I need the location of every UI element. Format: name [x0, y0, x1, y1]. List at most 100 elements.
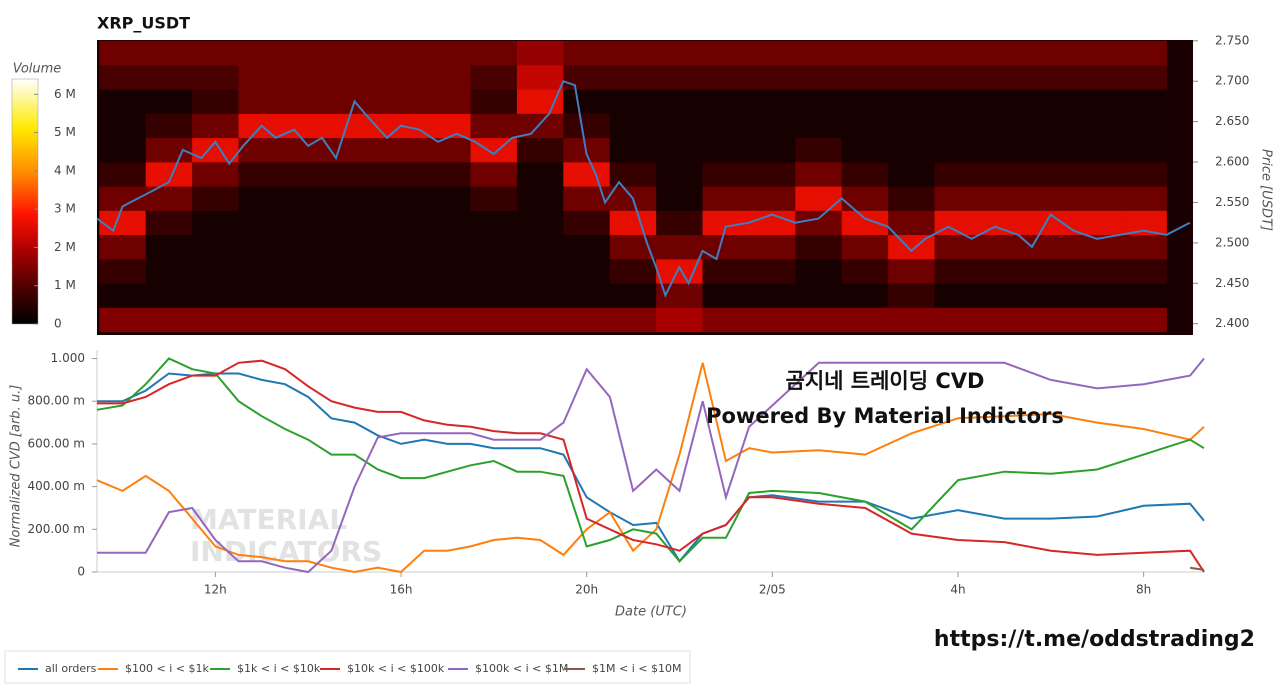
- heatmap-cell: [795, 259, 843, 284]
- heatmap-cell: [238, 283, 286, 308]
- heatmap-cell: [145, 113, 193, 139]
- heatmap-cell: [888, 89, 935, 114]
- heatmap-cell: [656, 283, 703, 308]
- heatmap-cell: [702, 307, 750, 333]
- heatmap-cell: [99, 89, 147, 114]
- heatmap-cell: [470, 89, 518, 114]
- heatmap-cell: [656, 162, 703, 187]
- heatmap-cell: [377, 162, 425, 187]
- heatmap-cell: [145, 259, 193, 284]
- heatmap-cell: [888, 307, 935, 333]
- heatmap-cell: [888, 137, 935, 163]
- heatmap-cell: [424, 137, 471, 163]
- heatmap-cell: [795, 307, 843, 333]
- heatmap-cell: [145, 283, 193, 308]
- y-tick-label: 2.450: [1215, 276, 1249, 290]
- heatmap-cell: [980, 89, 1028, 114]
- heatmap-cell: [980, 137, 1028, 163]
- heatmap-cell: [702, 137, 750, 163]
- heatmap-cell: [702, 210, 750, 236]
- heatmap-cell: [331, 162, 379, 187]
- heatmap-cell: [424, 259, 471, 284]
- heatmap-cell: [702, 65, 750, 90]
- heatmap-cell: [656, 65, 703, 90]
- cvd-line: [96, 362, 1205, 574]
- heatmap-cell: [192, 234, 239, 260]
- heatmap-cell: [841, 186, 889, 211]
- heatmap-cell: [609, 283, 657, 308]
- heatmap-cell: [841, 113, 889, 139]
- chart-title: XRP_USDT: [97, 14, 190, 33]
- heatmap-cell: [980, 65, 1028, 90]
- heatmap-cell: [795, 113, 843, 139]
- footer-link[interactable]: https://t.me/oddstrading2: [934, 627, 1255, 652]
- annotation: Powered By Material Indictors: [706, 404, 1064, 428]
- heatmap-cell: [424, 186, 471, 211]
- price-line: [96, 79, 1191, 299]
- heatmap-cell: [1073, 89, 1121, 114]
- cvd-line: [97, 372, 1205, 564]
- heatmap-cell: [516, 259, 564, 284]
- heatmap-cell: [99, 162, 147, 187]
- heatmap-cell: [609, 162, 657, 187]
- heatmap-cell: [424, 113, 471, 139]
- heatmap-cell: [284, 283, 332, 308]
- heatmap-cell: [980, 259, 1028, 284]
- colorbar-tick-label: 3 M: [54, 202, 76, 216]
- heatmap-cell: [238, 40, 286, 66]
- heatmap-cell: [284, 186, 332, 211]
- heatmap-cell: [1073, 40, 1121, 66]
- cvd-line: [96, 357, 1205, 563]
- heatmap-cell: [192, 113, 239, 139]
- heatmap-cell: [1120, 113, 1167, 139]
- heatmap-cell: [331, 234, 379, 260]
- heatmap-cell: [980, 234, 1028, 260]
- y-tick-label: 2.650: [1215, 114, 1249, 128]
- cvd-line: [97, 359, 1205, 573]
- heatmap-cell: [748, 186, 796, 211]
- heatmap-cell: [934, 307, 982, 333]
- heatmap-cell: [748, 65, 796, 90]
- heatmap-cell: [424, 307, 471, 333]
- heatmap-cell: [1027, 307, 1075, 333]
- heatmap-cell: [748, 259, 796, 284]
- watermark: MATERIAL INDICATORS: [190, 503, 382, 568]
- heatmap-cell: [609, 137, 657, 163]
- heatmap-cell: [192, 89, 239, 114]
- heatmap-cell: [795, 162, 843, 187]
- heatmap-cell: [516, 307, 564, 333]
- heatmap-cell: [192, 307, 239, 333]
- heatmap-cell: [841, 234, 889, 260]
- heatmap-cell: [1073, 307, 1121, 333]
- heatmap-cell: [99, 283, 147, 308]
- heatmap-cell: [656, 234, 703, 260]
- heatmap-cell: [284, 65, 332, 90]
- heatmap-cell: [424, 89, 471, 114]
- x-tick-label: 16h: [390, 583, 413, 597]
- heatmap-cell: [238, 186, 286, 211]
- heatmap-cell: [331, 283, 379, 308]
- heatmap-cell: [1073, 113, 1121, 139]
- heatmap-cell: [284, 40, 332, 66]
- heatmap-cell: [1027, 234, 1075, 260]
- heatmap-cell: [470, 186, 518, 211]
- heatmap-cell: [934, 113, 982, 139]
- heatmap-cell: [1120, 283, 1167, 308]
- y-tick-label: 2.700: [1215, 74, 1249, 88]
- heatmap-cell: [238, 65, 286, 90]
- heatmap-cell: [470, 137, 518, 163]
- heatmap-cell: [1120, 162, 1167, 187]
- x-tick-label: 2/05: [759, 583, 786, 597]
- heatmap-cell: [888, 65, 935, 90]
- heatmap-cell: [284, 162, 332, 187]
- heatmap-cell: [563, 162, 611, 187]
- heatmap-cell: [145, 307, 193, 333]
- heatmap-cell: [702, 283, 750, 308]
- heatmap-cell: [192, 40, 239, 66]
- heatmap-cell: [702, 259, 750, 284]
- heatmap-cell: [424, 40, 471, 66]
- heatmap-cell: [99, 113, 147, 139]
- legend-label: $1k < i < $10k: [237, 662, 321, 675]
- colorbar-tick-label: 4 M: [54, 163, 76, 177]
